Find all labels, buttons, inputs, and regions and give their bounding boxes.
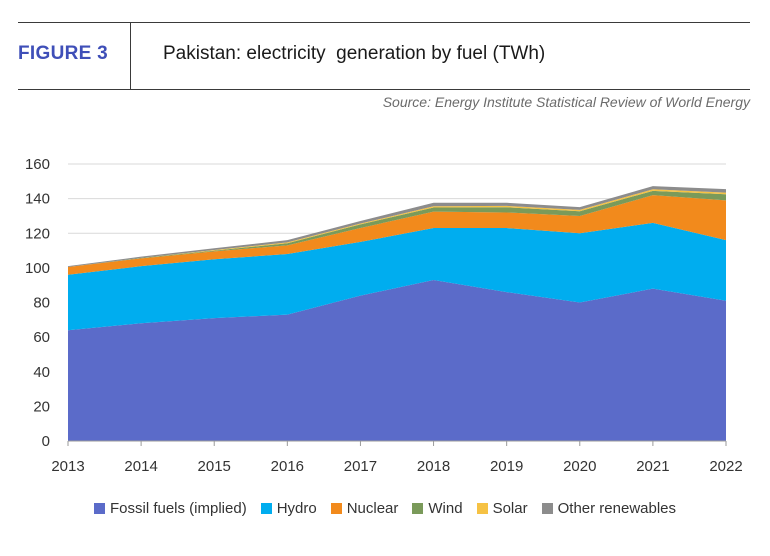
area-hydro [68,222,726,331]
header-top-rule [18,22,750,23]
y-tick-label: 160 [25,156,50,173]
x-tick-label: 2014 [124,458,157,475]
legend-swatch [541,503,553,514]
legend-label: Fossil fuels (implied) [109,500,247,517]
legend-item: Solar [476,500,528,517]
legend-swatch [476,503,488,514]
legend-item: Hydro [260,500,317,517]
y-tick-label: 60 [33,329,50,346]
legend-label: Other renewables [557,500,677,517]
x-tick-label: 2016 [271,458,304,475]
y-tick-label: 0 [42,433,50,450]
x-tick-label: 2018 [417,458,450,475]
legend-label: Wind [428,500,463,517]
legend-item: Nuclear [330,500,399,517]
chart-title: Pakistan: electricity generation by fuel… [163,43,546,64]
y-tick-label: 140 [25,191,50,208]
legend-item: Wind [412,500,463,517]
x-tick-label: 2015 [198,458,231,475]
y-tick-label: 120 [25,225,50,242]
legend-label: Hydro [276,500,317,517]
legend-label: Solar [492,500,528,517]
x-tick-label: 2021 [636,458,669,475]
area-nuclear [68,195,726,275]
chart-legend: Fossil fuels (implied) Hydro Nuclear Wind So… [0,500,770,517]
legend-item: Other renewables [541,500,677,517]
figure-label: FIGURE 3 [18,43,109,64]
legend-swatch [93,503,105,514]
y-tick-label: 100 [25,260,50,277]
source-note: Source: Energy Institute Statistical Rev… [382,94,750,110]
y-tick-label: 80 [33,295,50,312]
legend-swatch [330,503,342,514]
x-tick-label: 2019 [490,458,523,475]
area-other-renewables [68,186,726,268]
header-separator [130,22,131,90]
header-bottom-rule [18,89,750,90]
legend-item: Fossil fuels (implied) [93,500,247,517]
x-tick-label: 2017 [344,458,377,475]
legend-label: Nuclear [346,500,399,517]
legend-swatch [260,503,272,514]
x-tick-label: 2020 [563,458,596,475]
legend-swatch [412,503,424,514]
x-tick-label: 2013 [51,458,84,475]
area-fossil-fuels-implied [68,279,726,441]
y-tick-label: 40 [33,364,50,381]
y-tick-label: 20 [33,398,50,415]
x-tick-label: 2022 [709,458,742,475]
figure-header: FIGURE 3 Pakistan: electricity generatio… [0,22,750,90]
